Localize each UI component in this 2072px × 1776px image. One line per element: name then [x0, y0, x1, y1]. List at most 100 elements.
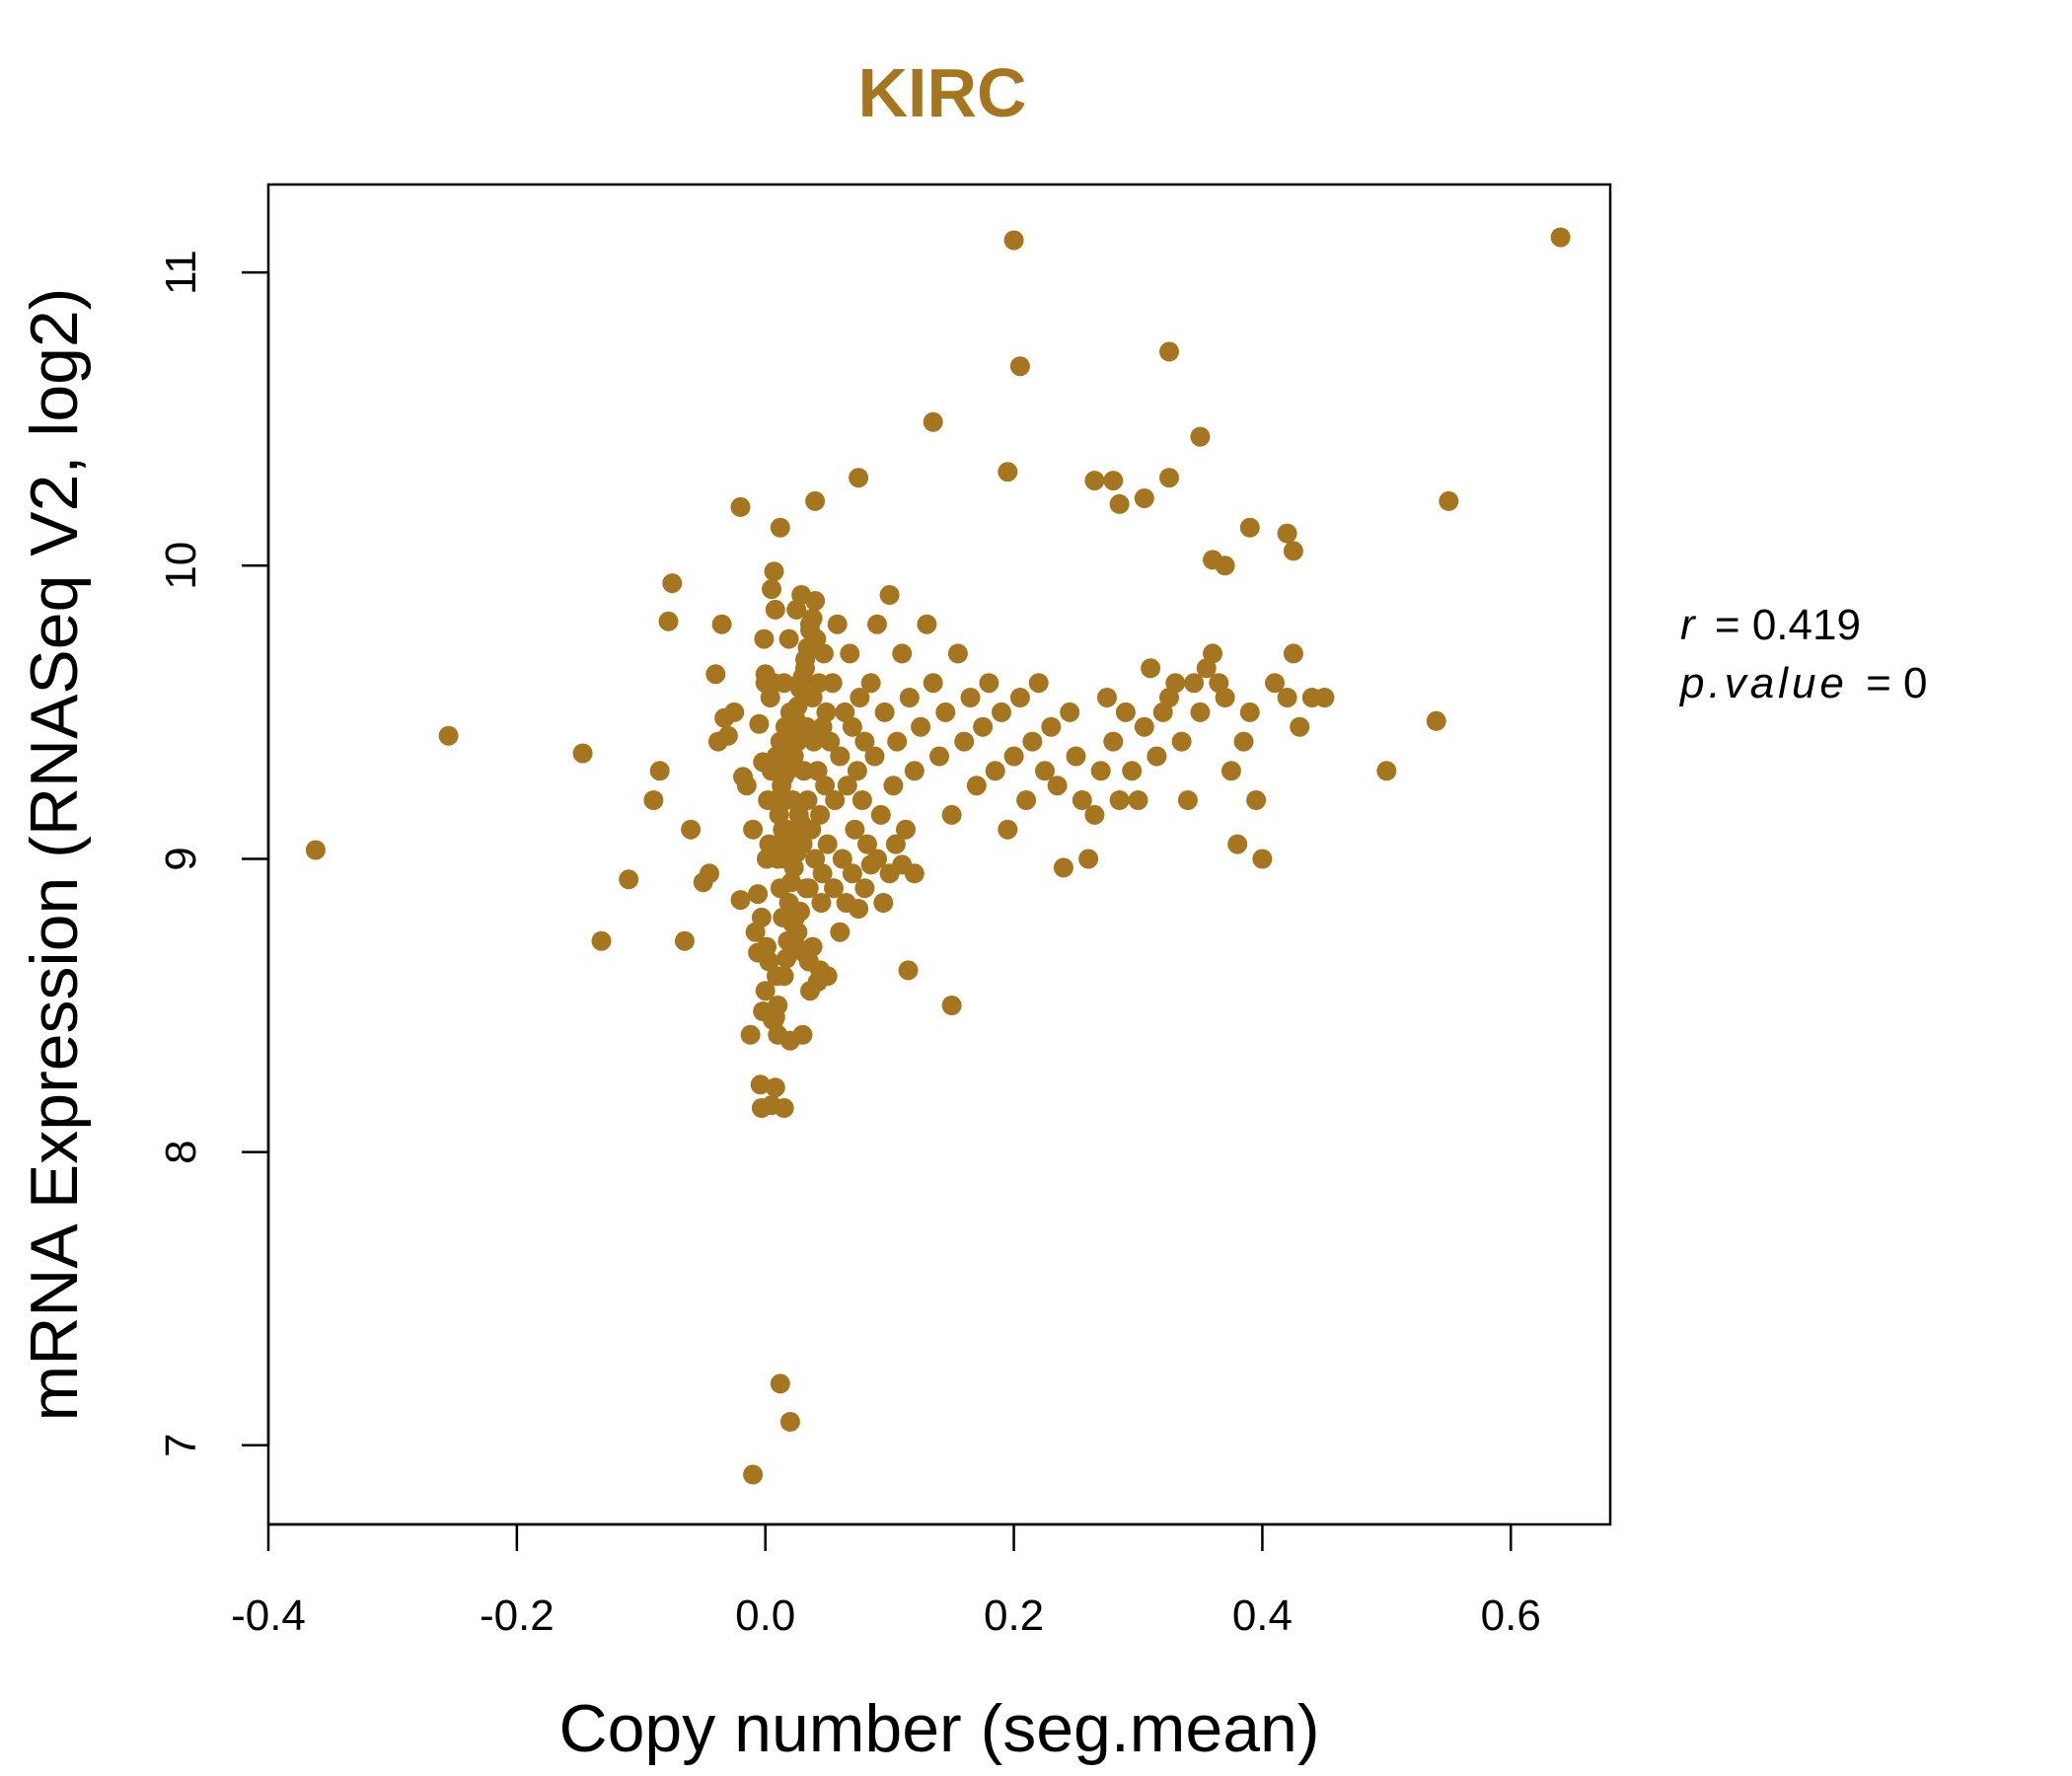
data-point	[816, 702, 837, 722]
data-point	[797, 790, 818, 810]
data-point	[840, 643, 860, 664]
data-point	[808, 673, 829, 694]
data-point	[762, 579, 781, 600]
data-point	[1215, 555, 1235, 576]
data-point	[1053, 857, 1073, 878]
data-point	[1066, 746, 1086, 767]
x-tick-label: 0.4	[1232, 1591, 1293, 1640]
data-point	[854, 731, 875, 752]
y-tick-label: 9	[157, 847, 205, 870]
data-points	[305, 227, 1571, 1485]
data-point	[1233, 731, 1254, 752]
data-point	[1227, 834, 1248, 854]
data-point	[681, 819, 702, 840]
data-point	[730, 496, 751, 517]
data-point	[749, 713, 770, 734]
data-point	[885, 834, 906, 854]
data-point	[954, 731, 975, 752]
data-point	[591, 930, 612, 951]
data-point	[572, 743, 593, 764]
x-axis-label: Copy number (seg.mean)	[558, 1691, 1319, 1766]
data-point	[757, 936, 777, 957]
r-stat-line: r = 0.419	[1680, 601, 1861, 649]
data-point	[820, 731, 841, 752]
x-tick-label: 0.2	[984, 1591, 1044, 1640]
data-point	[911, 716, 931, 737]
data-point	[941, 996, 962, 1015]
data-point	[783, 857, 804, 878]
data-point	[765, 1077, 785, 1098]
data-point	[1078, 849, 1099, 869]
data-point	[1035, 761, 1055, 781]
data-point	[649, 761, 670, 781]
data-point	[1103, 731, 1124, 752]
data-point	[1060, 702, 1080, 722]
data-point	[1239, 517, 1260, 538]
data-point	[619, 869, 639, 890]
data-point	[1159, 468, 1179, 488]
data-point	[1072, 790, 1092, 810]
y-axis-label: mRNA Expression (RNASeq V2, log2)	[17, 288, 92, 1422]
data-point	[1277, 688, 1297, 707]
p-stat-value: 0	[1903, 659, 1927, 707]
p-stat-line: p.value = 0	[1678, 659, 1928, 707]
data-point	[791, 813, 812, 834]
data-point	[929, 746, 949, 767]
data-point	[1550, 227, 1571, 248]
data-point	[1028, 673, 1049, 694]
data-point	[824, 878, 844, 899]
data-point	[1134, 716, 1154, 737]
data-point	[832, 849, 852, 869]
data-point	[851, 790, 872, 810]
data-point	[917, 614, 937, 634]
data-point	[802, 608, 823, 629]
data-point	[947, 643, 968, 664]
data-point	[803, 731, 824, 752]
data-point	[923, 673, 943, 694]
data-point	[883, 776, 904, 796]
data-point	[779, 1412, 800, 1432]
data-point	[700, 863, 719, 884]
data-point	[874, 702, 895, 722]
data-point	[842, 716, 862, 737]
data-point	[879, 585, 900, 605]
data-point	[802, 936, 823, 957]
data-point	[899, 688, 920, 707]
data-point	[793, 761, 814, 781]
data-point	[750, 1074, 771, 1095]
data-point	[1128, 790, 1148, 810]
data-point	[777, 755, 797, 776]
data-point	[778, 893, 799, 913]
data-point	[1109, 493, 1130, 514]
data-point	[827, 614, 848, 634]
data-point	[765, 599, 785, 620]
data-point	[830, 922, 851, 942]
data-point	[1115, 702, 1136, 722]
data-point	[1003, 746, 1024, 767]
data-point	[923, 411, 943, 432]
data-point	[822, 673, 843, 694]
data-point	[1290, 716, 1310, 737]
data-point	[774, 673, 794, 694]
y-axis: 7 8 9 10 11	[157, 250, 270, 1457]
data-point	[759, 951, 779, 972]
data-point	[1190, 702, 1211, 722]
data-point	[724, 702, 745, 722]
data-point	[825, 790, 846, 810]
data-point	[1103, 471, 1124, 491]
data-point	[887, 731, 908, 752]
data-point	[1009, 688, 1030, 707]
data-point	[864, 746, 885, 767]
data-point	[1165, 673, 1186, 694]
data-point	[643, 790, 664, 810]
data-point	[1003, 230, 1024, 251]
data-point	[1090, 761, 1111, 781]
data-point	[755, 664, 776, 685]
data-point	[711, 614, 732, 634]
data-point	[870, 804, 891, 825]
data-point	[1215, 688, 1235, 707]
data-point	[966, 776, 987, 796]
data-point	[973, 716, 994, 737]
data-point	[767, 966, 786, 987]
data-point	[847, 761, 867, 781]
